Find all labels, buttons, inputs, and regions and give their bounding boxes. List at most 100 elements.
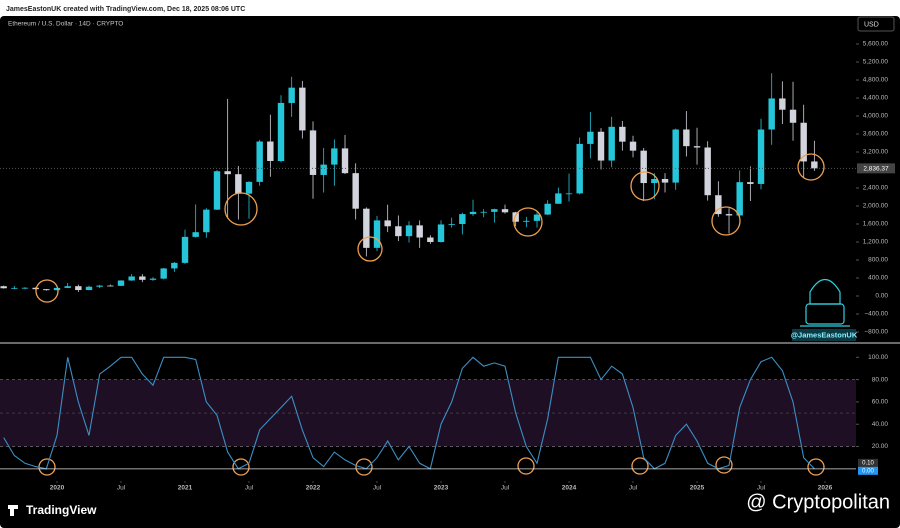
candle-body (75, 286, 82, 291)
candle-body (725, 214, 733, 216)
watermark: @ Cryptopolitan (746, 491, 890, 513)
candle-body (779, 98, 786, 110)
candle-body (85, 286, 93, 291)
y-tick-label: 4,000.00 (863, 113, 889, 120)
y-tick-label: 2,400.00 (863, 185, 889, 192)
x-tick-label: 2021 (178, 485, 193, 492)
y-tick-label: 20.00 (872, 443, 889, 450)
candle-body (181, 236, 189, 263)
candle-body (501, 209, 509, 213)
y-tick-label: 800.00 (868, 257, 888, 264)
candle-body (331, 148, 338, 165)
candle-body (736, 182, 743, 216)
candle-body (811, 161, 818, 169)
candle-body (395, 226, 402, 237)
candle-body (747, 182, 754, 184)
y-tick-label: 3,200.00 (863, 149, 889, 156)
candle-body (523, 220, 530, 222)
y-tick-label: 5,200.00 (863, 59, 889, 66)
y-tick-label: 100.00 (868, 354, 888, 361)
candle-body (800, 122, 807, 162)
candle-body (683, 129, 690, 147)
candle-body (597, 131, 605, 161)
candle-body (139, 276, 146, 280)
candle-body (128, 276, 135, 281)
candle-body (277, 102, 285, 162)
x-tick-label: Jul (117, 485, 126, 492)
candle-body (480, 211, 487, 213)
candle-body (715, 195, 722, 215)
osc-label-box (858, 458, 878, 467)
y-tick-label: 1,200.00 (863, 239, 889, 246)
candle-body (309, 130, 317, 175)
candle-body (672, 129, 679, 183)
candle-body (288, 87, 295, 103)
osc-label: 0.00 (862, 468, 874, 474)
candle-body (565, 193, 573, 195)
chart-bg (0, 16, 900, 528)
candle-body (373, 220, 381, 248)
annotations (35, 153, 825, 476)
y-tick-label: 400.00 (868, 275, 888, 282)
candle-body (43, 289, 50, 291)
candle-body (256, 141, 263, 182)
candle-body (384, 220, 391, 227)
candle-body (53, 287, 61, 291)
candle-body (661, 179, 669, 183)
x-tick-label: 2026 (818, 485, 833, 492)
candle-body (149, 278, 157, 280)
currency-box[interactable] (857, 16, 895, 32)
price-label-box (857, 163, 895, 174)
candle-body (555, 193, 562, 204)
symbol: Ethereum / U.S. Dollar · 14D · CRYPTO (8, 21, 123, 28)
candle-body (320, 164, 327, 175)
x-tick-label: Jul (501, 485, 510, 492)
candle-body (64, 286, 71, 288)
credit: JamesEastonUK created with TradingView.c… (6, 6, 245, 13)
candle-body (448, 224, 455, 225)
x-tick-label: 2024 (562, 485, 577, 492)
y-tick-label: 1,600.00 (863, 221, 889, 228)
y-tick-label: 0.00 (875, 293, 888, 300)
candle-body (469, 211, 477, 215)
candle-body (171, 262, 178, 269)
candle-body (651, 179, 658, 184)
candle-body (608, 126, 615, 161)
candle-body (352, 173, 359, 209)
candle-body (533, 214, 541, 221)
candle-body (416, 225, 423, 238)
candle-body (789, 109, 797, 123)
x-tick-label: Jul (373, 485, 382, 492)
y-tick-label: 3,600.00 (863, 131, 889, 138)
author-box (792, 329, 856, 341)
candle-body (267, 141, 274, 162)
x-tick-label: 2022 (306, 485, 321, 492)
candle-body (512, 212, 519, 222)
brand-logo (8, 505, 18, 516)
candle-body (224, 171, 231, 175)
candle-body (363, 208, 370, 248)
osc-label-box (858, 466, 878, 475)
currency[interactable]: USD (864, 21, 879, 28)
candle-body (192, 232, 199, 237)
author-tag: @JamesEastonUK (791, 330, 858, 339)
candle-body (107, 285, 114, 287)
y-tick-label: 5,600.00 (863, 41, 889, 48)
candle-body (544, 203, 551, 215)
x-tick-label: 2025 (690, 485, 705, 492)
candle-body (299, 87, 306, 131)
y-tick-label: 4,400.00 (863, 95, 889, 102)
x-tick-label: 2020 (50, 485, 65, 492)
candle-body (459, 214, 466, 225)
osc-label: 0.10 (862, 460, 874, 466)
candle-body (619, 126, 626, 142)
candle-body (427, 237, 434, 243)
candle-body (491, 209, 498, 212)
candle-body (693, 146, 701, 148)
candle-body (341, 148, 349, 174)
candle-body (704, 147, 711, 196)
price-label: 2,836.37 (863, 166, 889, 173)
candle-body (203, 209, 210, 233)
candle-body (117, 280, 125, 286)
